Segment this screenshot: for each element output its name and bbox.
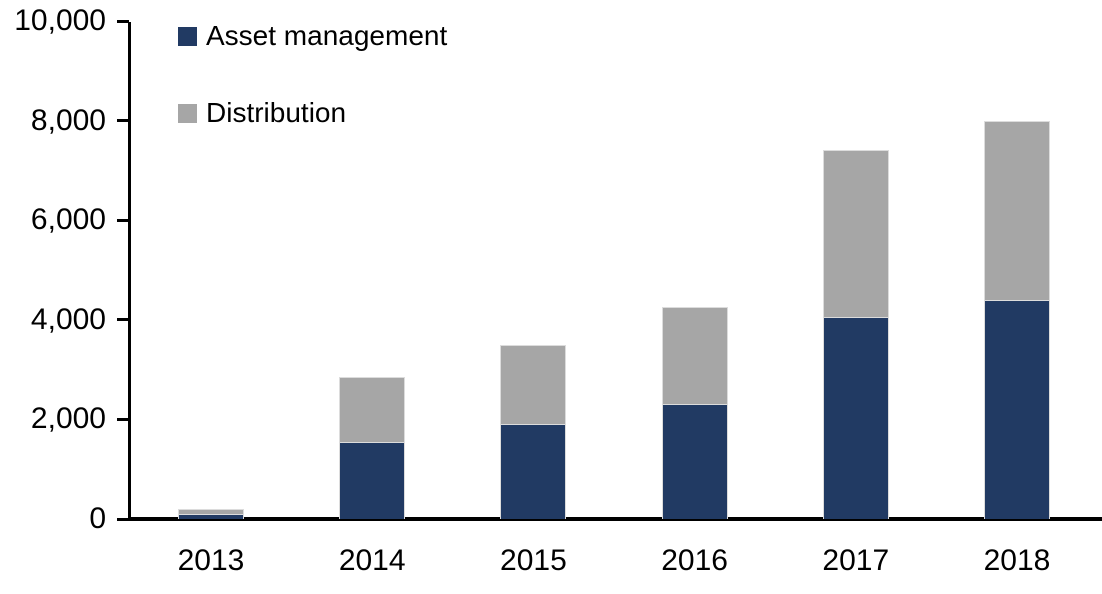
y-tick — [117, 417, 129, 421]
x-tick-label: 2017 — [822, 544, 890, 577]
legend-swatch-distribution — [178, 103, 197, 123]
bar-segment-distribution — [339, 377, 406, 442]
bar-segment-distribution — [984, 120, 1050, 300]
bar-segment-distribution — [661, 307, 728, 405]
legend: Asset management Distribution — [178, 21, 447, 175]
x-tick-label: 2016 — [661, 544, 728, 577]
bar-segment-asset-management — [661, 404, 728, 519]
legend-label-distribution: Distribution — [206, 97, 347, 128]
y-axis-line — [128, 22, 131, 521]
x-tick-label: 2018 — [983, 544, 1051, 577]
y-tick — [117, 517, 129, 521]
y-tick-label: 4,000 — [30, 302, 106, 336]
legend-label-asset-management: Asset management — [206, 20, 448, 51]
bar-segment-asset-management — [178, 514, 244, 519]
bar-segment-distribution — [822, 150, 889, 318]
bar-segment-distribution — [500, 344, 567, 425]
y-tick-label: 0 — [89, 502, 106, 535]
bar-2017 — [822, 150, 889, 519]
y-tick — [117, 119, 129, 123]
bar-2013 — [178, 509, 244, 519]
y-tick — [117, 218, 129, 222]
bar-2014 — [339, 377, 406, 519]
bar-segment-asset-management — [339, 441, 406, 519]
x-tick-label: 2014 — [338, 544, 406, 577]
x-axis-line — [128, 517, 1102, 521]
bar-segment-asset-management — [822, 317, 889, 519]
y-tick — [117, 19, 129, 23]
legend-item-distribution: Distribution — [178, 98, 447, 128]
x-tick-label: 2013 — [177, 544, 245, 577]
bar-segment-asset-management — [984, 299, 1050, 519]
y-tick — [117, 318, 129, 322]
bar-2018 — [984, 120, 1050, 519]
legend-swatch-asset-management — [178, 26, 197, 46]
bar-2015 — [500, 344, 567, 519]
x-tick-label: 2015 — [500, 544, 567, 577]
y-tick-label: 2,000 — [30, 402, 106, 436]
bar-segment-distribution — [178, 509, 244, 515]
bar-segment-asset-management — [500, 424, 567, 519]
bar-2016 — [661, 307, 728, 519]
y-tick-label: 8,000 — [30, 103, 106, 137]
legend-item-asset-management: Asset management — [178, 21, 447, 51]
y-tick-label: 10,000 — [14, 4, 106, 37]
y-tick-label: 6,000 — [30, 203, 106, 237]
